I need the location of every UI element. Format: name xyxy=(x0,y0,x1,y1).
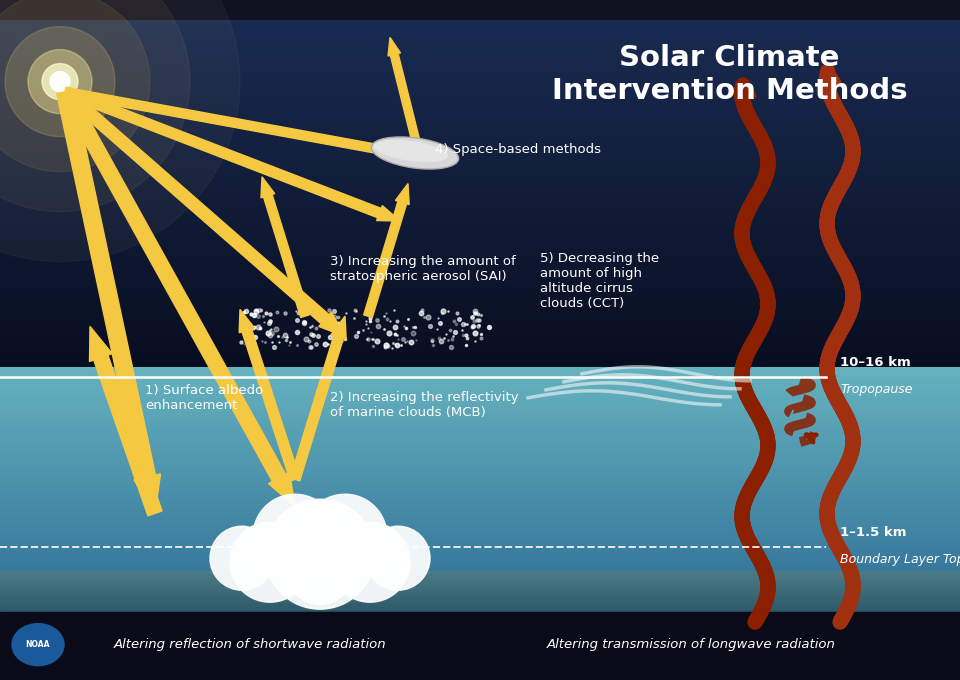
Ellipse shape xyxy=(373,140,448,163)
Text: NOAA: NOAA xyxy=(26,640,50,649)
Text: 1) Surface albedo
enhancement: 1) Surface albedo enhancement xyxy=(145,384,263,412)
Circle shape xyxy=(42,64,78,99)
Text: Altering reflection of shortwave radiation: Altering reflection of shortwave radiati… xyxy=(113,638,386,651)
Polygon shape xyxy=(290,316,347,481)
Text: Altering transmission of longwave radiation: Altering transmission of longwave radiat… xyxy=(547,638,835,651)
Circle shape xyxy=(0,0,150,171)
Polygon shape xyxy=(63,87,400,221)
Bar xyxy=(0,0,960,27)
Circle shape xyxy=(303,494,387,578)
Text: Solar Climate
Intervention Methods: Solar Climate Intervention Methods xyxy=(552,44,907,105)
Circle shape xyxy=(366,526,430,590)
Polygon shape xyxy=(64,87,418,160)
Circle shape xyxy=(28,50,92,114)
Circle shape xyxy=(253,494,337,578)
Circle shape xyxy=(285,534,355,605)
Text: 2) Increasing the reflectivity
of marine clouds (MCB): 2) Increasing the reflectivity of marine… xyxy=(330,391,518,419)
Text: Tropopause: Tropopause xyxy=(840,384,913,396)
Polygon shape xyxy=(364,184,409,318)
Circle shape xyxy=(330,522,410,602)
Polygon shape xyxy=(61,87,345,337)
Polygon shape xyxy=(239,309,300,481)
Text: 1–1.5 km: 1–1.5 km xyxy=(840,526,906,539)
Bar xyxy=(0,612,960,680)
Text: 4) Space-based methods: 4) Space-based methods xyxy=(435,143,601,156)
Polygon shape xyxy=(388,37,421,150)
Circle shape xyxy=(265,499,375,609)
Text: Boundary Layer Top: Boundary Layer Top xyxy=(840,554,960,566)
Polygon shape xyxy=(89,326,162,516)
Circle shape xyxy=(230,522,310,602)
Circle shape xyxy=(50,71,70,92)
Polygon shape xyxy=(57,90,160,513)
Text: 10–16 km: 10–16 km xyxy=(840,356,911,369)
Ellipse shape xyxy=(12,624,64,666)
Text: 3) Increasing the amount of
stratospheric aerosol (SAI): 3) Increasing the amount of stratospheri… xyxy=(330,255,516,283)
Polygon shape xyxy=(261,177,309,318)
Text: 5) Decreasing the
amount of high
altitude cirrus
clouds (CCT): 5) Decreasing the amount of high altitud… xyxy=(540,252,660,309)
Circle shape xyxy=(0,0,190,211)
Ellipse shape xyxy=(372,137,459,169)
Circle shape xyxy=(5,27,115,137)
Circle shape xyxy=(210,526,274,590)
Polygon shape xyxy=(59,88,295,507)
